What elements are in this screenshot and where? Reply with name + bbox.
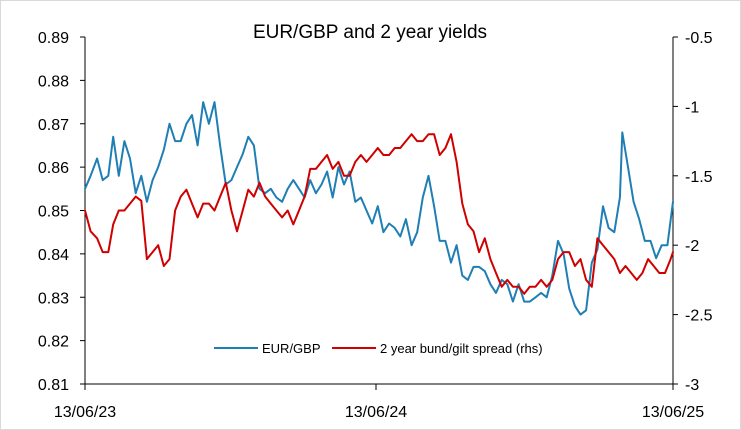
left-tick-label: 0.89 [38, 30, 69, 47]
left-tick-label: 0.85 [38, 204, 69, 221]
left-tick-label: 0.87 [38, 117, 69, 134]
legend: EUR/GBP 2 year bund/gilt spread (rhs) [214, 341, 543, 356]
left-tick-label: 0.84 [38, 247, 69, 264]
right-tick-label: -1.5 [685, 169, 713, 186]
legend-spread-label: 2 year bund/gilt spread (rhs) [380, 341, 543, 356]
series-layer [84, 101, 674, 316]
x-tick-label: 13/06/23 [54, 404, 116, 421]
right-tick-label: -2 [685, 238, 699, 255]
chart-title: EUR/GBP and 2 year yields [253, 22, 487, 43]
left-tick-label: 0.86 [38, 160, 69, 177]
legend-eurgbp-label: EUR/GBP [262, 341, 321, 356]
x-tick-label: 13/06/24 [345, 404, 407, 421]
left-tick-label: 0.81 [38, 377, 69, 394]
right-tick-label: -3 [685, 377, 699, 394]
right-tick-label: -1 [685, 99, 699, 116]
left-tick-label: 0.83 [38, 290, 69, 307]
series-line-eurgbp [84, 101, 674, 316]
left-tick-label: 0.88 [38, 73, 69, 90]
right-tick-label: -0.5 [685, 30, 713, 47]
x-tick-label: 13/06/25 [642, 404, 704, 421]
right-tick-label: -2.5 [685, 308, 713, 325]
axes-layer: 0.81 0.82 0.83 0.84 0.85 0.86 0.87 0.88 0.89 -3 -2… [38, 30, 713, 421]
left-tick-label: 0.82 [38, 334, 69, 351]
series-line-spread [84, 133, 674, 295]
